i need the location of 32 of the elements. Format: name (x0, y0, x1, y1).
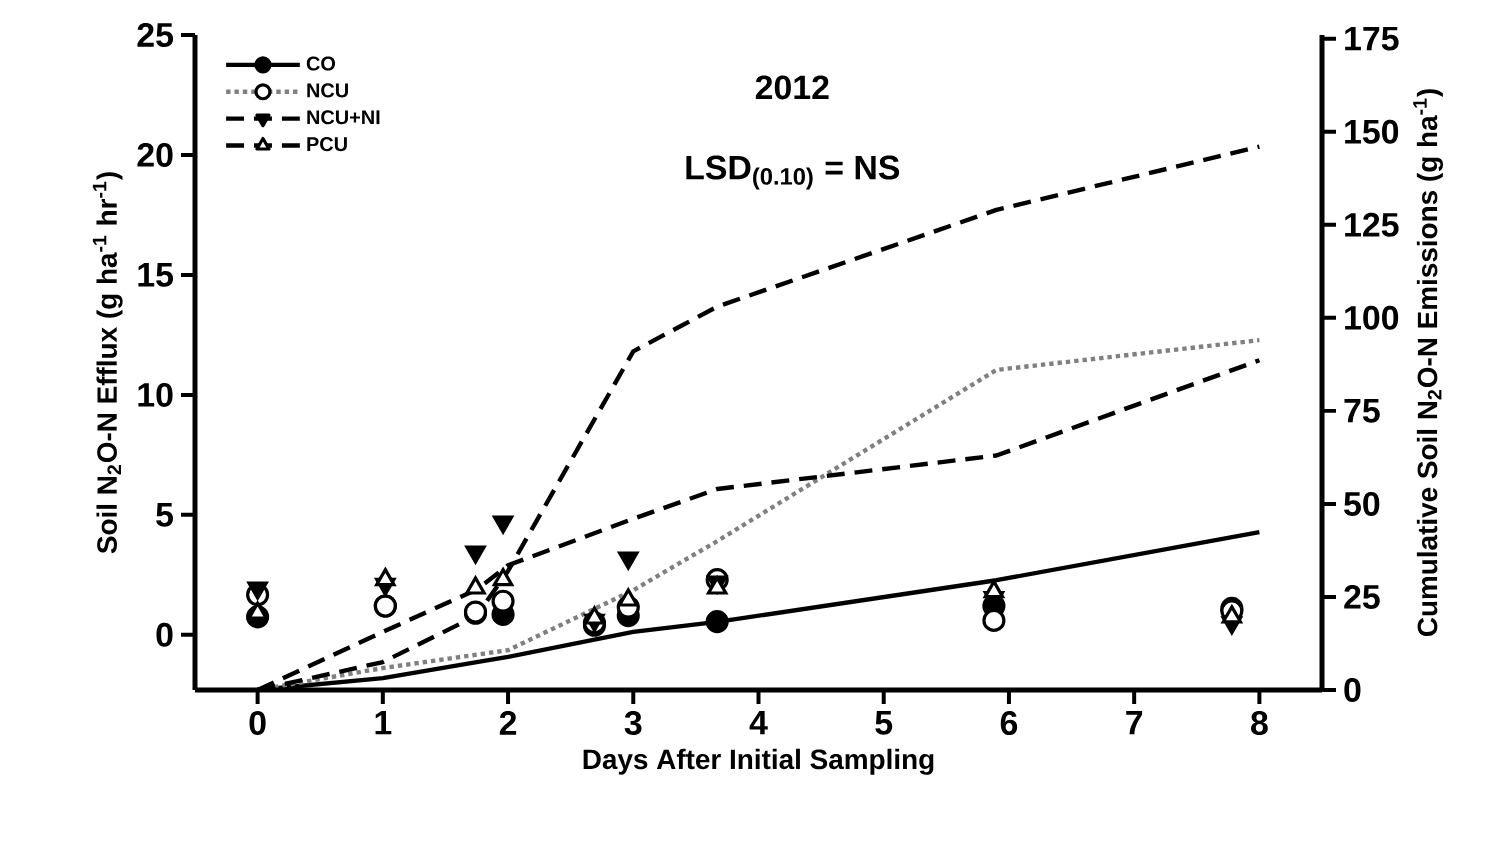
y-tick-label: 10 (138, 382, 173, 407)
y-tick-label: 0 (156, 622, 173, 647)
x-tick-label: 8 (1251, 711, 1268, 736)
y-tick-label: 20 (137, 142, 173, 167)
y2-tick-label: 25 (1344, 584, 1380, 609)
y-tick-label: 25 (137, 22, 174, 47)
y2-tick-label: 150 (1345, 119, 1399, 144)
y2-tick-label: 175 (1345, 26, 1399, 51)
x-tick-label: 6 (1000, 711, 1018, 736)
y2-tick-label: 75 (1344, 399, 1380, 423)
y-axis-title: Soil N$_{2}$O-N Efflux (g ha$^{-1}$ hr$^{-1}$) (92, 172, 123, 554)
legend-label: NCU+NI (307, 110, 380, 125)
x-tick-label: 4 (749, 711, 768, 735)
y2-tick-label: 125 (1345, 212, 1399, 237)
x-tick-label: 2 (499, 711, 517, 735)
annotation: LSD$_{(0.10)}$ = NS (686, 155, 900, 190)
y2-tick-label: 50 (1344, 491, 1380, 516)
y2-axis-title: Cumulative Soil N$_{2}$O-N Emissions (g ha$^{-1}$) (1413, 89, 1443, 637)
legend-label: NCU (307, 83, 348, 98)
y-tick-label: 5 (156, 503, 174, 527)
x-tick-label: 7 (1126, 711, 1143, 735)
text: 2012 (755, 75, 829, 100)
legend-label: CO (306, 56, 336, 71)
x-tick-label: 0 (249, 711, 266, 736)
x-tick-label: 3 (624, 711, 642, 736)
legend-label: PCU (307, 137, 347, 152)
x-axis-title: Days After Initial Sampling (583, 748, 934, 775)
y2-tick-label: 100 (1345, 305, 1399, 330)
y-tick-label: 15 (138, 263, 174, 287)
x-tick-label: 1 (375, 711, 392, 735)
x-tick-label: 5 (875, 711, 893, 735)
y2-tick-label: 0 (1344, 678, 1361, 702)
